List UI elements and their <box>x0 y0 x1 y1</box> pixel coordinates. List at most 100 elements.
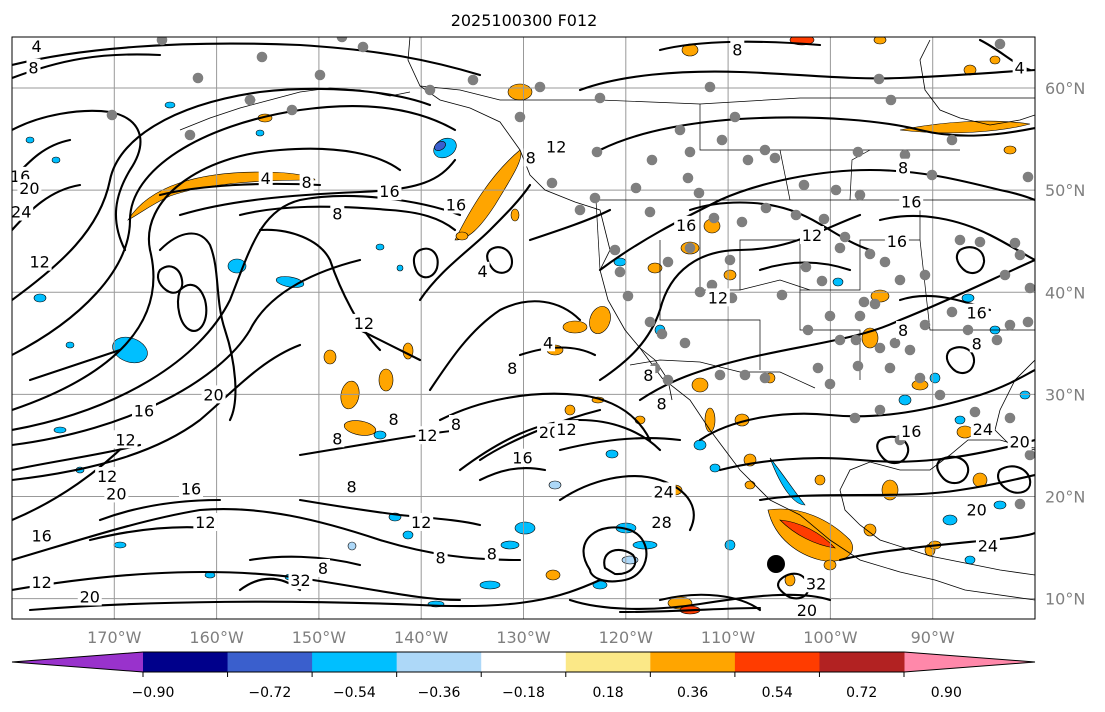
contour-line <box>156 265 184 294</box>
coastline <box>919 39 1035 126</box>
lon-tick-label: 130°W <box>496 628 551 647</box>
station-dot <box>244 94 256 106</box>
contour-label: 16 <box>31 526 51 545</box>
contour-label-gap <box>26 58 41 77</box>
contour-line <box>518 346 597 357</box>
station-dot <box>889 337 901 349</box>
contour-label-gap <box>288 571 313 590</box>
contour-label-gap <box>505 358 520 377</box>
lat-tick-label: 60°N <box>1045 79 1085 98</box>
contour-label: 20 <box>19 179 39 198</box>
contour-label-gap <box>969 334 984 353</box>
station-dot <box>858 296 870 308</box>
station-dot <box>662 256 674 268</box>
contour-line <box>12 194 462 432</box>
contour-line <box>28 578 602 612</box>
contour-line <box>936 455 970 485</box>
contour-label: 8 <box>643 366 653 385</box>
contour-label: 8 <box>332 429 342 448</box>
contour-label: 16 <box>901 192 921 211</box>
lon-tick-label: 100°W <box>803 628 858 647</box>
shaded-patch <box>164 101 176 109</box>
shaded-patch <box>989 55 1001 65</box>
contour-label: 12 <box>708 288 728 307</box>
map-frame <box>11 36 1036 620</box>
station-dot <box>946 306 958 318</box>
contour-label: 12 <box>556 420 576 439</box>
station-dot <box>769 152 781 164</box>
lat-lon-gridlines <box>12 37 1035 619</box>
station-dot <box>798 179 810 191</box>
contour-label-gap <box>330 204 345 223</box>
lat-tick-label: 10°N <box>1045 590 1085 609</box>
station-dot <box>899 149 911 161</box>
contour-label-gap <box>415 426 440 445</box>
latitude-tick-labels: 60°N 50°N 40°N 30°N 20°N 10°N <box>1045 79 1085 609</box>
contour-label-gap <box>377 182 402 201</box>
station-dot <box>286 104 298 116</box>
contour-label-gap <box>113 430 138 449</box>
shaded-patch <box>455 231 469 241</box>
shaded-streak <box>769 457 806 506</box>
contour-label: 8 <box>451 415 461 434</box>
contour-line <box>418 183 532 302</box>
station-dot <box>256 51 268 63</box>
colorbar-tick-label: 0.36 <box>677 685 708 701</box>
station-dot <box>614 266 626 278</box>
contour-label-gap <box>179 479 204 498</box>
lon-tick-label: 110°W <box>701 628 756 647</box>
station-dot <box>802 324 814 336</box>
shaded-patch <box>647 262 663 274</box>
contour-line <box>578 68 1035 92</box>
political-border <box>629 359 816 389</box>
station-dot <box>1004 412 1016 424</box>
contour-label: 24 <box>11 203 31 222</box>
contour-label-gap <box>899 422 924 441</box>
contour-line <box>478 467 547 482</box>
shaded-patch <box>113 541 127 549</box>
shaded-patch <box>814 474 826 486</box>
contour-line <box>12 42 482 77</box>
contour-label-gap <box>351 313 376 332</box>
lat-tick-label: 50°N <box>1045 181 1085 200</box>
station-dot <box>759 144 771 156</box>
contour-label: 8 <box>507 359 517 378</box>
station-dot <box>919 319 931 331</box>
contour-line <box>12 105 457 357</box>
shaded-patch <box>507 83 533 101</box>
contour-label: 12 <box>195 513 215 532</box>
colorbar-tick-label: 0.54 <box>762 685 793 701</box>
contour-label-gap <box>29 573 54 592</box>
shaded-patch <box>514 521 536 535</box>
station-dot <box>106 109 118 121</box>
contour-label-gap <box>29 526 54 545</box>
contour-label: 4 <box>477 262 487 281</box>
station-dot <box>1014 498 1026 510</box>
colorbar: −0.90 −0.72 −0.54 −0.36 −0.18 0.18 0.36 0.54 0.7… <box>11 651 1036 701</box>
contour-label: 8 <box>318 559 328 578</box>
contour-label: 12 <box>411 513 431 532</box>
station-dot <box>894 274 906 286</box>
contour-label-gap <box>884 232 909 251</box>
contour-label-gap <box>315 558 330 577</box>
station-dot <box>708 212 720 224</box>
colorbar-tick-label: −0.36 <box>417 685 460 701</box>
contour-line <box>28 348 122 382</box>
contour-line <box>838 531 1035 562</box>
station-dot <box>999 269 1011 281</box>
station-dot <box>824 310 836 322</box>
political-border <box>849 149 871 201</box>
contour-label: 8 <box>898 159 908 178</box>
political-border <box>779 149 791 201</box>
contour-label: 12 <box>97 467 117 486</box>
station-dot <box>742 154 754 166</box>
shaded-patch <box>956 425 974 439</box>
station-dot <box>622 290 634 302</box>
station-dot <box>864 248 876 260</box>
contour-label: 8 <box>436 549 446 568</box>
contour-line <box>298 428 462 457</box>
shaded-patch <box>929 372 941 384</box>
contour-line <box>558 436 682 452</box>
contour-label: 8 <box>388 410 398 429</box>
contour-label: 32 <box>806 574 826 593</box>
